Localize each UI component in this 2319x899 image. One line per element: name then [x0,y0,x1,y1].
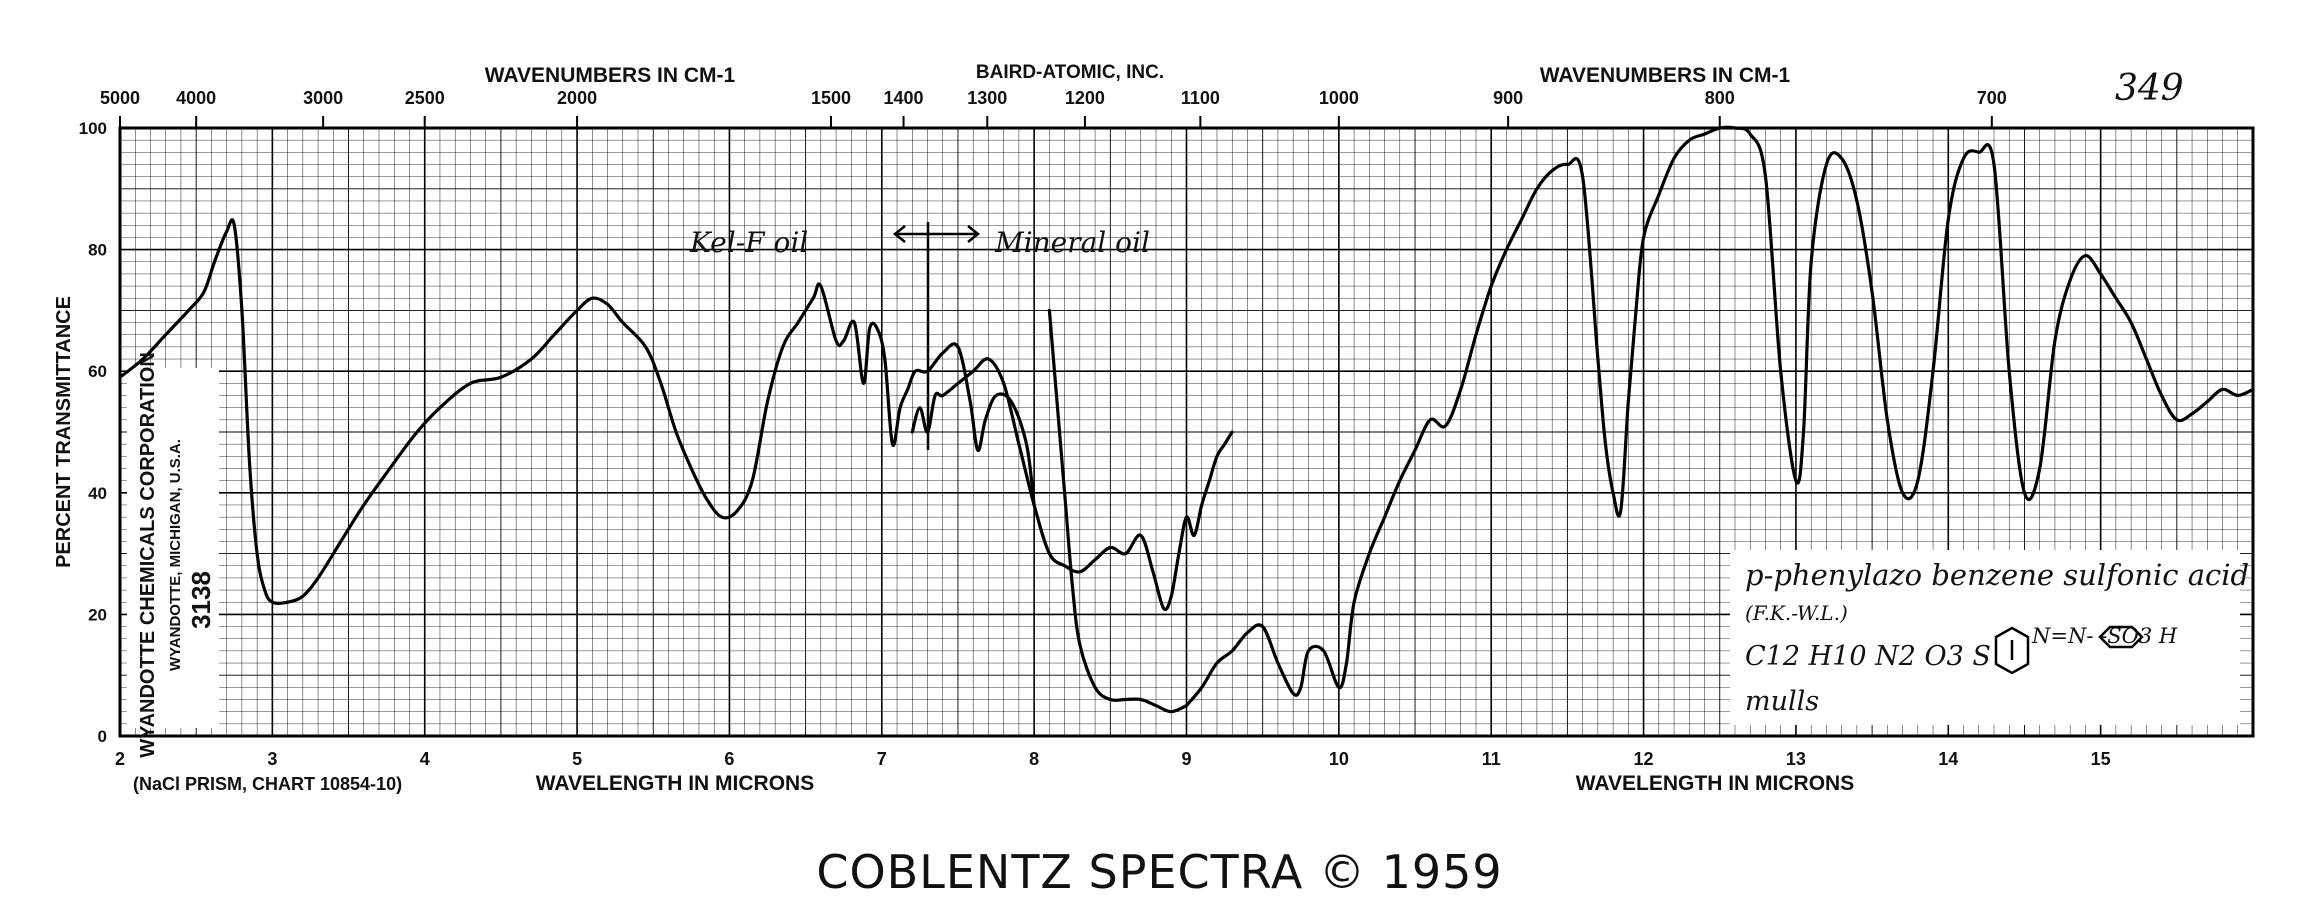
wavenumber-tick-label: 1000 [1319,88,1359,108]
benzene-ring-icon [1994,626,2030,675]
x-tick-label: 15 [2091,749,2111,769]
sidebar-company: WYANDOTTE CHEMICALS CORPORATION [137,352,159,758]
top-axis-title-right: WAVENUMBERS IN CM-1 [1540,64,1791,87]
x-tick-label: 4 [420,749,430,769]
y-axis-title: PERCENT TRANSMITTANCE [53,296,75,568]
publisher-label: BAIRD-ATOMIC, INC. [976,62,1164,83]
x-tick-label: 9 [1181,749,1191,769]
x-axis-title-right: WAVELENGTH IN MICRONS [1576,772,1854,795]
mull-right-label: Mineral oil [994,226,1150,259]
wavenumber-tick-label: 900 [1493,88,1523,108]
mull-left-label: Kel-F oil [689,226,808,259]
wavenumber-tick-label: 5000 [100,88,140,108]
axis-ticks: 2 3 4 5 6 7 8 9 10 11 12 13 14 15 0 20 40 60 80 100 5000 4000… [79,88,2111,769]
mull-arrow [892,222,981,450]
x-tick-label: 11 [1482,749,1501,769]
x-axis-title-left: WAVELENGTH IN MICRONS [536,772,814,795]
y-tick-label: 60 [88,362,107,381]
sidebar-location: WYANDOTTE, MICHIGAN, U.S.A. [167,439,184,671]
y-tick-label: 20 [88,605,107,624]
spectrum-curves [118,125,2255,714]
x-tick-label: 3 [267,749,277,769]
sample-formula: C12 H10 N2 O3 S [1745,641,1991,672]
spectrum-line [118,218,1036,606]
wavenumber-tick-label: 1100 [1181,88,1220,108]
sample-info-box [1730,550,2240,725]
plot-frame [118,126,2255,738]
top-axis-title-left: WAVENUMBERS IN CM-1 [485,64,736,87]
wavenumber-tick-label: 1200 [1065,88,1105,108]
spectrum-line [1047,308,1189,714]
x-tick-label: 12 [1634,749,1654,769]
prism-note: (NaCl PRISM, CHART 10854-10) [133,774,402,794]
y-tick-label: 0 [98,727,107,746]
y-tick-label: 40 [88,484,107,503]
sidebar-label-box [127,368,219,728]
spectrum-line [1184,125,2255,708]
spectrum-chart: 349 BAIRD-ATOMIC, INC. WAVENUMBERS IN CM… [53,62,2255,795]
wavenumber-tick-label: 1300 [967,88,1007,108]
benzene-ring-icon-2 [2098,625,2144,649]
sample-subtitle: (F.K.-W.L.) [1745,601,1848,625]
wavenumber-tick-label: 1400 [884,88,924,108]
sample-prep: mulls [1745,686,1819,717]
y-tick-label: 80 [88,241,107,260]
sidebar-sample-no: 3138 [186,571,216,629]
x-tick-label: 7 [877,749,887,769]
x-tick-label: 6 [724,749,734,769]
x-tick-label: 14 [1938,749,1958,769]
y-tick-label: 100 [79,119,107,138]
page-number: 349 [2115,68,2184,109]
x-tick-label: 5 [572,749,582,769]
sample-title: p-phenylazo benzene sulfonic acid [1745,558,2249,592]
wavenumber-tick-label: 700 [1977,88,2007,108]
wavenumber-tick-label: 3000 [303,88,343,108]
x-tick-label: 8 [1029,749,1039,769]
wavenumber-tick-label: 800 [1705,88,1735,108]
wavenumber-tick-label: 2500 [405,88,445,108]
spectrum-line [910,357,1234,612]
x-tick-label: 13 [1786,749,1806,769]
footer-copyright: COBLENTZ SPECTRA © 1959 [816,845,1503,899]
wavenumber-tick-label: 1500 [811,88,851,108]
sample-structure: N=N- -SO3 H [2031,624,2178,648]
wavenumber-tick-label: 4000 [176,88,216,108]
x-tick-label: 2 [115,749,125,769]
wavenumber-tick-label: 2000 [557,88,597,108]
x-tick-label: 10 [1329,749,1349,769]
